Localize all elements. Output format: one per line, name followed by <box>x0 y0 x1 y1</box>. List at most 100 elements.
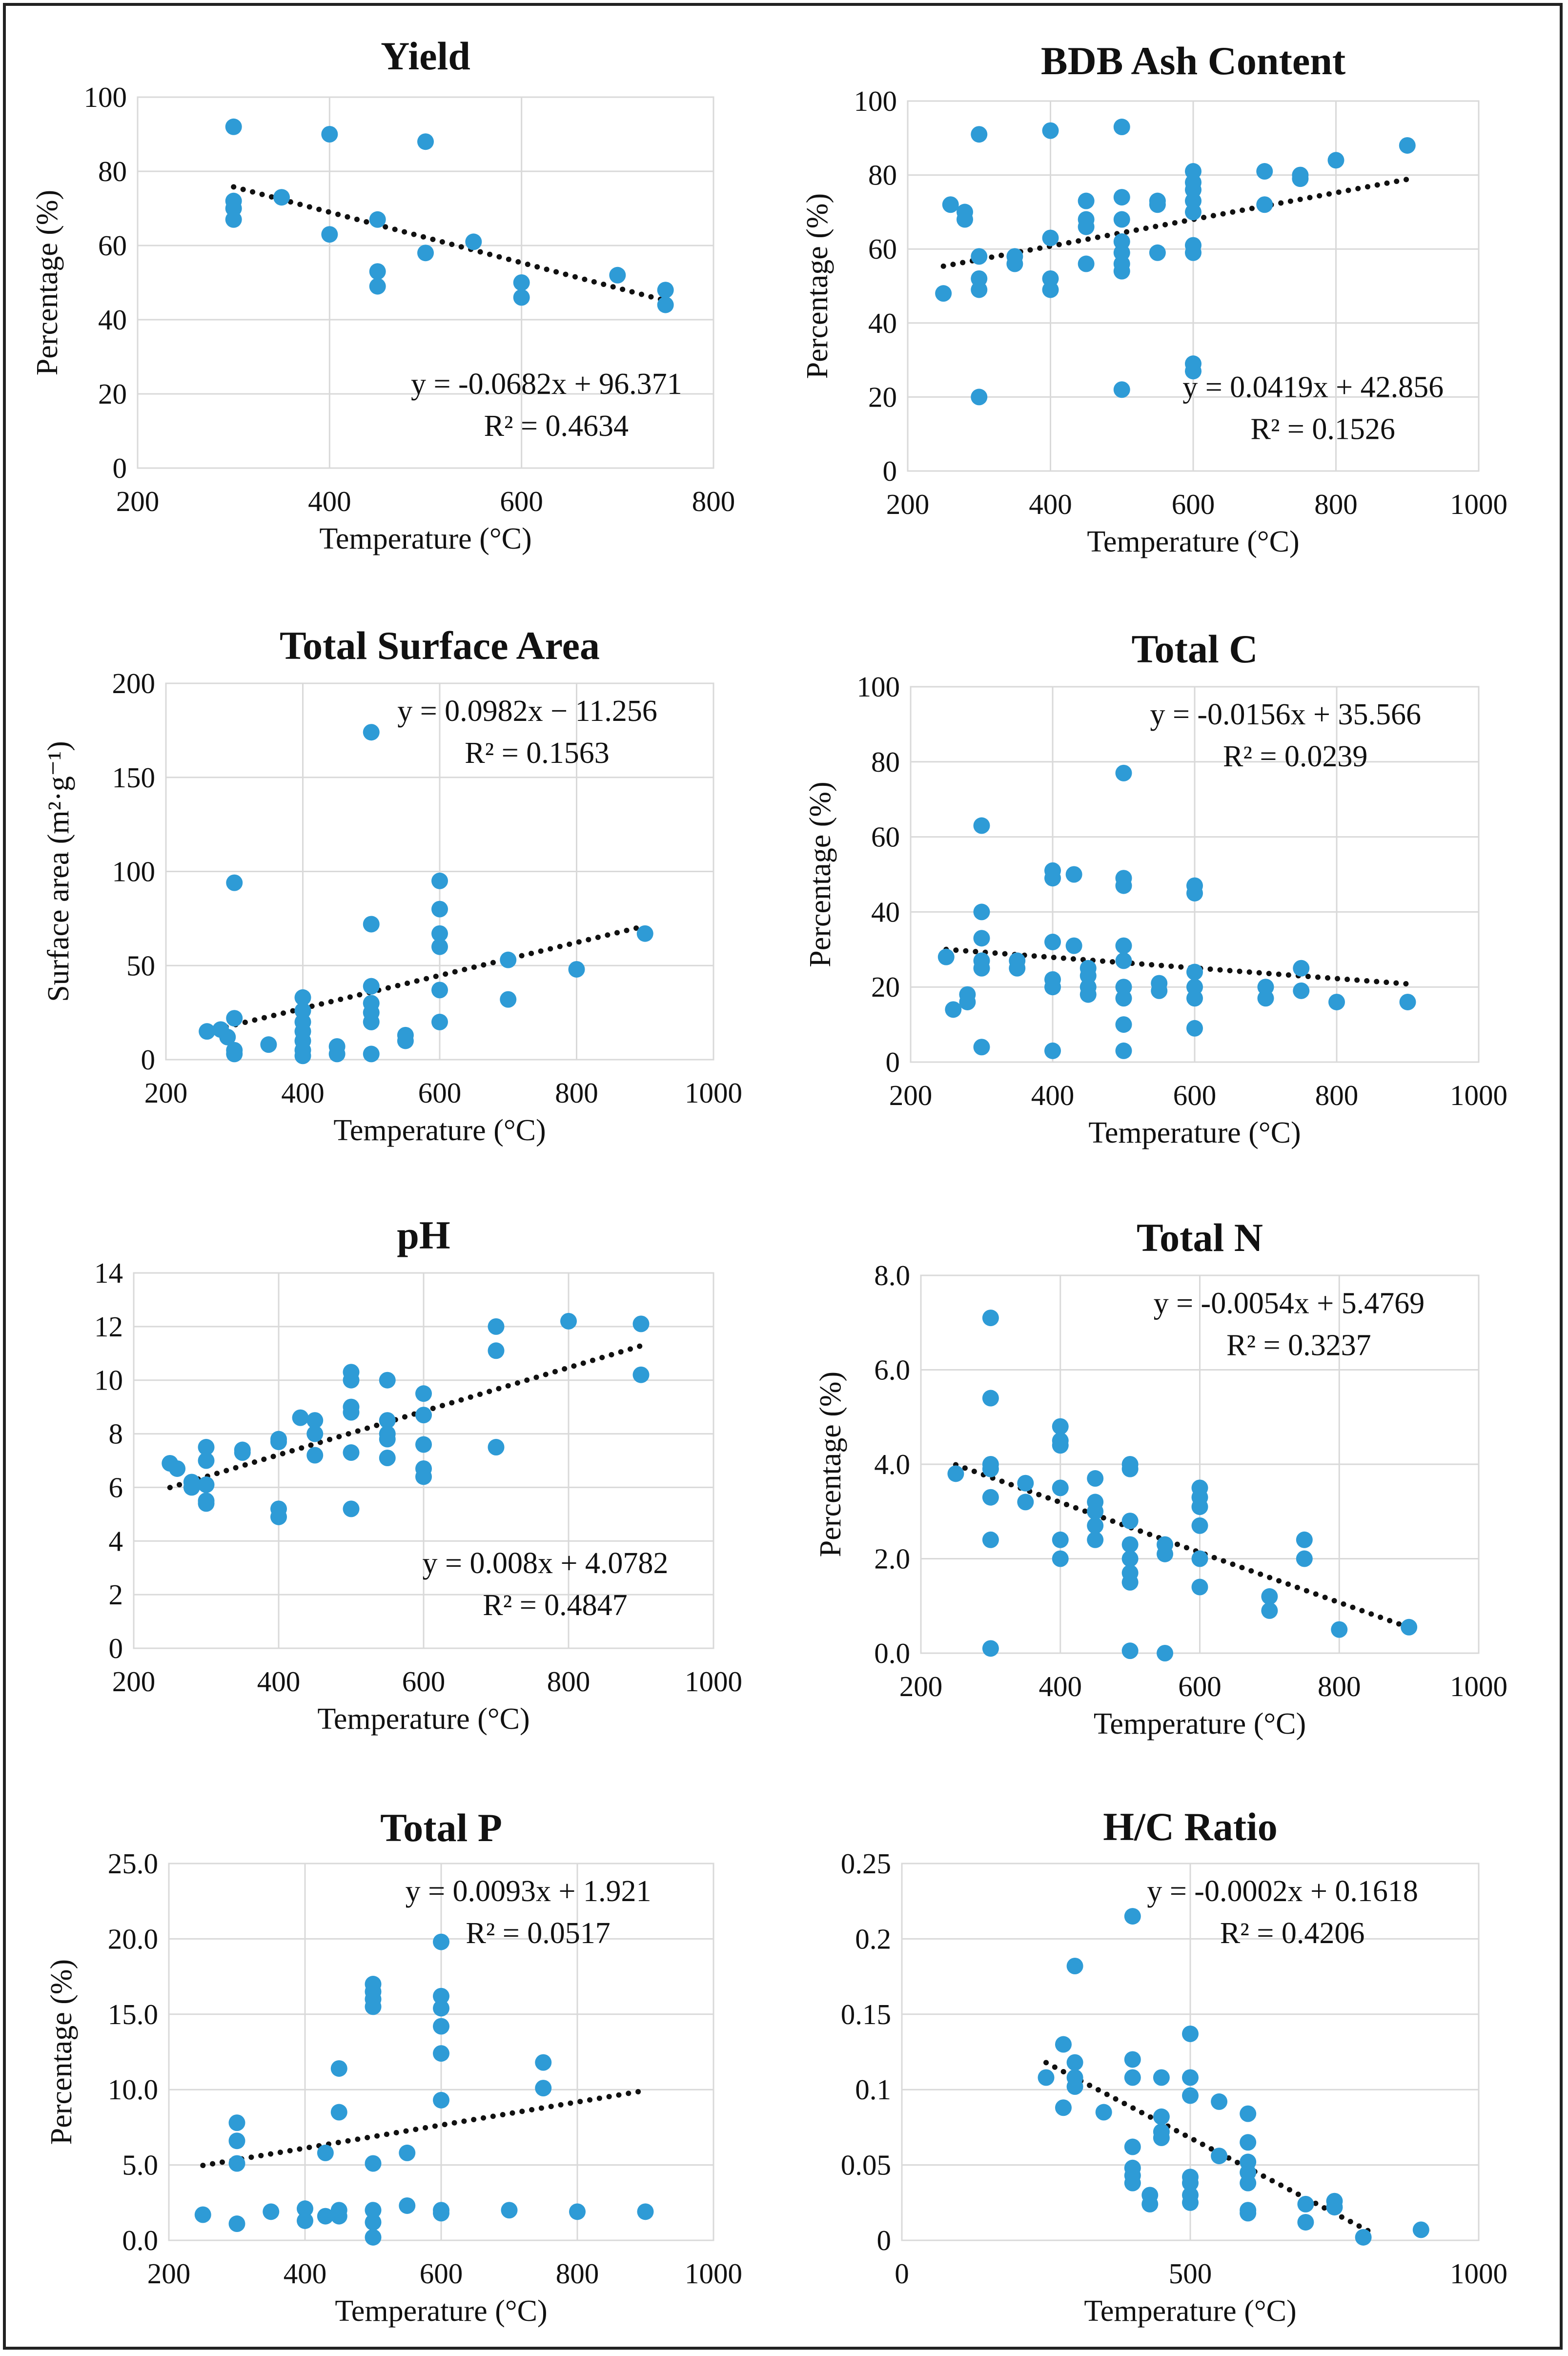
data-point <box>399 2144 416 2161</box>
chart-title: Total N <box>1137 1215 1263 1260</box>
x-tick-label: 1000 <box>1450 488 1507 520</box>
data-point <box>1113 263 1130 280</box>
y-tick-label: 10 <box>94 1364 123 1396</box>
y-tick-label: 5.0 <box>122 2149 158 2181</box>
data-point <box>1124 2051 1141 2068</box>
data-point <box>568 961 585 978</box>
data-point <box>1124 2138 1141 2155</box>
y-tick-label: 0.0 <box>874 1637 910 1669</box>
trend-equation: y = 0.0982x − 11.256 <box>397 695 657 728</box>
data-point <box>1121 1574 1139 1591</box>
data-point <box>1124 2174 1141 2192</box>
data-point <box>1115 1016 1132 1033</box>
data-point <box>1113 381 1130 398</box>
y-tick-label: 100 <box>857 671 900 703</box>
data-point <box>198 1439 215 1456</box>
x-tick-label: 800 <box>1315 1079 1359 1111</box>
data-point <box>363 1045 380 1063</box>
data-point <box>330 2104 347 2121</box>
x-tick-label: 1000 <box>1450 1079 1507 1111</box>
data-point <box>343 1372 360 1389</box>
y-tick-label: 60 <box>868 233 897 265</box>
data-point <box>1211 2093 1228 2110</box>
data-point <box>415 1407 432 1424</box>
data-point <box>535 2080 552 2097</box>
x-tick-label: 600 <box>500 485 543 517</box>
data-point <box>1153 2130 1170 2147</box>
y-tick-label: 10.0 <box>108 2073 158 2106</box>
data-point <box>225 211 242 228</box>
chart-title: Total C <box>1132 627 1258 671</box>
data-point <box>1153 2069 1170 2086</box>
data-point <box>1191 1550 1208 1567</box>
data-point <box>1240 2134 1257 2151</box>
data-point <box>1042 281 1059 298</box>
data-point <box>433 2045 449 2062</box>
data-point <box>228 2155 245 2172</box>
data-point <box>1182 2087 1199 2104</box>
data-point <box>194 2206 211 2223</box>
trend-equation: y = 0.008x + 4.0782 <box>423 1547 669 1580</box>
data-point <box>263 2203 280 2220</box>
y-axis-label: Percentage (%) <box>801 193 834 379</box>
y-tick-label: 4.0 <box>874 1448 910 1480</box>
data-point <box>1186 1020 1203 1037</box>
data-point <box>1017 1475 1034 1492</box>
x-tick-label: 1000 <box>685 1077 742 1109</box>
data-point <box>379 1431 396 1448</box>
x-axis-label: Temperature (°C) <box>335 2295 547 2328</box>
y-tick-label: 60 <box>98 229 127 262</box>
data-point <box>1185 204 1201 221</box>
y-tick-label: 0 <box>109 1632 123 1664</box>
trend-equation: y = -0.0002x + 0.1618 <box>1147 1875 1418 1908</box>
data-point <box>228 2114 245 2131</box>
trendline <box>204 923 648 1034</box>
data-point <box>1149 196 1166 213</box>
data-point <box>294 989 311 1006</box>
data-point <box>417 133 434 150</box>
data-point <box>433 2018 449 2035</box>
trendline <box>231 184 669 304</box>
data-point <box>1327 152 1344 169</box>
y-axis-label: Percentage (%) <box>804 781 837 967</box>
data-point <box>343 1444 360 1461</box>
data-point <box>306 1425 324 1442</box>
r-squared-label: R² = 0.4634 <box>484 410 629 443</box>
data-point <box>1095 2104 1112 2121</box>
data-point <box>1261 1602 1278 1619</box>
data-point <box>937 948 955 965</box>
data-point <box>198 1452 215 1469</box>
data-point <box>183 1479 200 1496</box>
data-point <box>1297 2195 1314 2213</box>
data-point <box>609 266 626 284</box>
data-point <box>433 2091 449 2109</box>
x-tick-label: 200 <box>116 485 160 517</box>
data-point <box>1412 2221 1429 2238</box>
data-point <box>1052 1479 1069 1496</box>
y-tick-label: 0 <box>141 1044 156 1076</box>
r-squared-label: R² = 0.4847 <box>483 1589 627 1622</box>
data-point <box>431 982 448 999</box>
x-axis-label: Temperature (°C) <box>317 1702 529 1736</box>
data-point <box>1240 2174 1257 2192</box>
data-point <box>1191 1578 1208 1596</box>
data-point <box>1151 982 1168 999</box>
data-point <box>1297 2213 1314 2231</box>
data-point <box>1256 163 1273 180</box>
data-point <box>363 978 380 995</box>
data-point <box>982 1489 999 1506</box>
chart-title: Total Surface Area <box>280 623 600 668</box>
data-point <box>1042 122 1059 139</box>
data-point <box>365 2155 382 2172</box>
data-point <box>365 2202 382 2219</box>
data-point <box>973 1039 990 1056</box>
x-axis-label: Temperature (°C) <box>1094 1707 1306 1741</box>
x-tick-label: 600 <box>418 1077 462 1109</box>
y-tick-label: 40 <box>868 307 897 339</box>
r-squared-label: R² = 0.0517 <box>466 1917 610 1950</box>
data-point <box>1240 2105 1257 2122</box>
trendline <box>1043 2060 1372 2234</box>
data-point <box>1078 192 1095 209</box>
data-point <box>369 211 386 228</box>
